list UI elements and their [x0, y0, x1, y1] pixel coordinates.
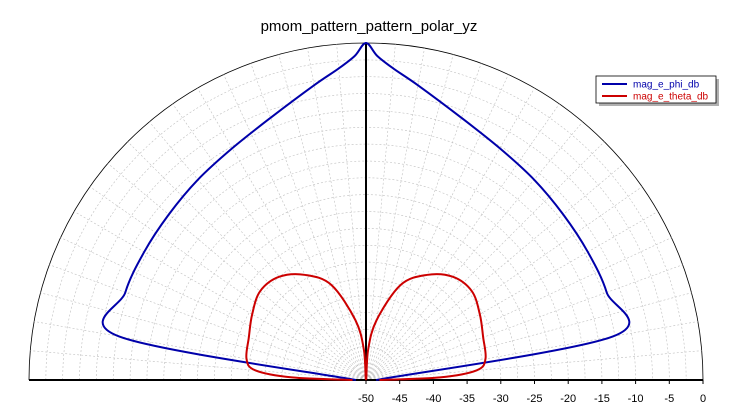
grid-spoke — [34, 321, 367, 381]
legend-label: mag_e_phi_db — [633, 80, 700, 91]
grid-spoke — [365, 264, 683, 381]
radial-tick-labels: -50 -45 -40 -35 -30 -25 -20 -15 -10 -5 0 — [358, 380, 706, 405]
grid-ring — [129, 143, 603, 381]
tick-label: -45 — [392, 393, 408, 405]
grid-spoke — [365, 292, 692, 381]
tick-label: -25 — [527, 393, 543, 405]
grid-ring — [45, 59, 687, 381]
grid-spoke — [60, 237, 367, 381]
grid-spoke — [365, 54, 454, 381]
grid-spoke — [250, 63, 367, 381]
grid-spoke — [336, 44, 367, 381]
grid-spoke — [365, 186, 643, 381]
chart-title: pmom_pattern_pattern_polar_yz — [260, 18, 478, 35]
grid-spoke — [307, 48, 367, 381]
tick-label: -5 — [664, 393, 674, 405]
grid-spoke — [30, 350, 367, 381]
grid-spoke — [365, 121, 583, 381]
grid-spoke — [365, 350, 702, 381]
tick-label: -15 — [594, 393, 610, 405]
grid-spoke — [365, 63, 482, 381]
grid-spoke — [365, 44, 396, 381]
series-line-mag_e_phi_db — [101, 41, 631, 381]
tick-label: -20 — [560, 393, 576, 405]
grid-spoke — [365, 163, 625, 381]
grid-spoke — [365, 237, 672, 381]
grid-spoke — [197, 87, 367, 381]
grid-spoke — [223, 74, 367, 381]
grid-spoke — [365, 141, 605, 381]
tick-label: -30 — [493, 393, 509, 405]
tick-label: 0 — [700, 393, 706, 405]
grid-spoke — [365, 87, 535, 381]
grid-ring — [230, 244, 502, 381]
grid-spoke — [107, 163, 367, 381]
legend-label: mag_e_theta_db — [633, 92, 709, 103]
grid-spoke — [73, 211, 367, 381]
tick-label: -10 — [628, 393, 644, 405]
tick-label: -40 — [425, 393, 441, 405]
grid-ring — [180, 194, 552, 381]
grid-spoke — [278, 54, 367, 381]
grid-spoke — [89, 186, 367, 381]
tick-label: -50 — [358, 393, 374, 405]
tick-label: -35 — [459, 393, 475, 405]
grid-spoke — [365, 321, 698, 381]
grid-spoke — [40, 292, 367, 381]
grid-spoke — [365, 211, 659, 381]
grid-spoke — [172, 103, 367, 381]
grid-ring — [96, 110, 636, 381]
grid-spoke — [365, 103, 560, 381]
grid-ring — [214, 228, 518, 381]
grid-spoke — [49, 264, 367, 381]
grid-spoke — [365, 74, 509, 381]
grid-spoke — [127, 141, 367, 381]
grid-spoke — [149, 121, 367, 381]
grid-spoke — [365, 48, 425, 381]
legend-box — [595, 75, 717, 104]
grid-ring — [146, 160, 586, 381]
grid-ring — [264, 278, 468, 381]
